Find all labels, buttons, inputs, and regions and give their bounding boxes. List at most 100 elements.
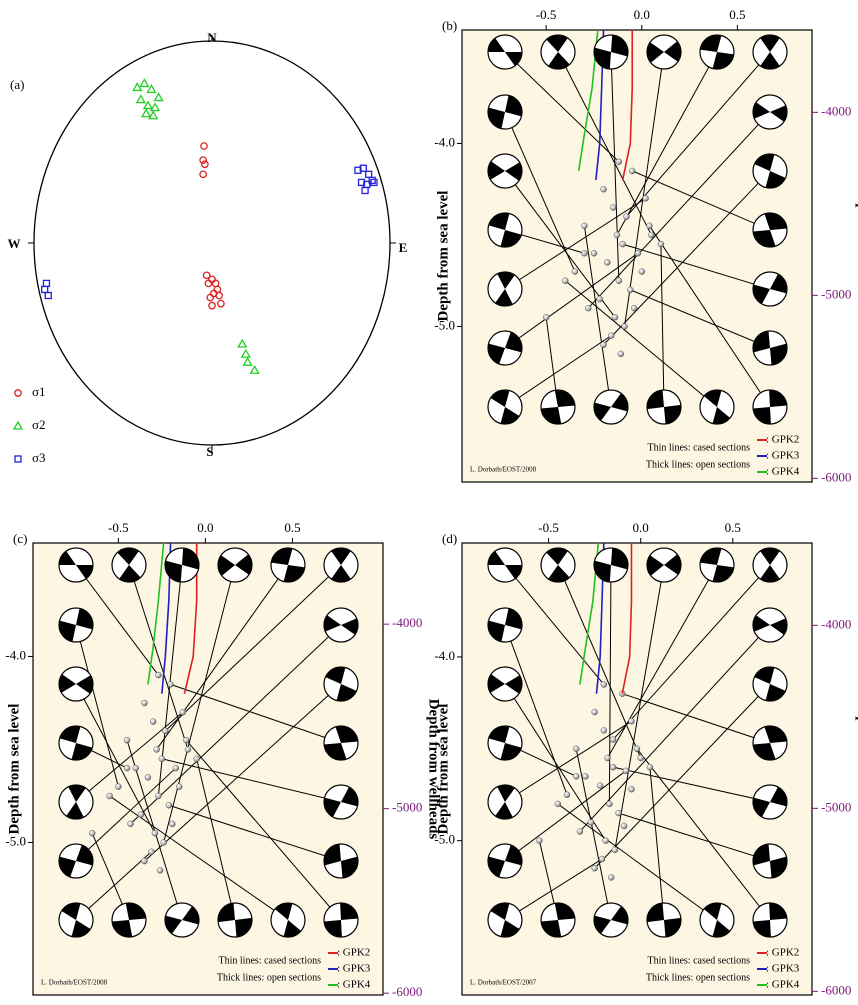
connector [504,770,627,862]
event [573,773,580,780]
legend-label: : GPK3 [337,963,371,975]
y2-tick-label: -6000 [392,984,422,999]
well-track [147,542,165,685]
note: Thin lines: cased sections [648,955,751,966]
y-tick-label: -5.0 [5,833,26,848]
event [156,867,164,874]
point [142,100,154,110]
event [615,809,622,817]
legend-label: : GPK4 [766,466,800,478]
connector [612,766,771,803]
connector [557,803,718,921]
connector [622,243,771,290]
point [146,84,157,94]
y-axis-title: Depth from sea level [435,191,451,322]
connector [75,564,159,676]
legend-label: σ2 [32,417,46,432]
event [155,671,162,679]
event [619,240,626,248]
beachball-quadrant [490,390,520,425]
beachball-quadrant [754,153,786,189]
beachball-quadrant [753,390,787,424]
direction-label: E [399,240,408,255]
beachball-quadrant [594,548,628,582]
x-tick-label: 0.5 [284,520,300,535]
event [613,231,621,239]
beachball-quadrant [164,548,200,582]
event [609,204,617,211]
event [600,681,608,688]
beachball-quadrant [495,785,515,820]
beachball-quadrant [59,726,93,760]
panel-label: (c) [13,531,27,546]
event [573,745,580,752]
connector [504,683,607,841]
event [169,820,176,828]
point [199,170,207,179]
legend-label: : GPK2 [766,947,799,959]
connector [603,170,771,346]
connector [622,693,771,744]
credit: L. Dorbath/EOST/2008 [41,979,108,987]
point [135,94,146,104]
event [160,839,167,846]
event [123,736,131,744]
beachball-quadrant [218,554,252,576]
beachball-quadrant [646,554,681,576]
event [183,736,190,744]
x-tick-label: 0.0 [633,520,649,535]
point [44,291,52,300]
event [628,786,635,793]
beachball-quadrant [58,845,93,877]
event [609,736,617,743]
event [591,708,598,716]
beachball-quadrant [488,95,522,129]
panel: (d) -0.5 0.0 0.5 -4.0 -5.0 -4000 -5000 -6000 Dept… [434,520,858,997]
point [200,142,208,150]
event [141,857,148,865]
event [598,855,606,863]
event [144,774,152,781]
connector [504,252,639,349]
beachball-quadrant [324,726,358,760]
point [149,102,161,112]
beachball-quadrant [66,785,86,820]
panel: (c) -0.5 0.0 0.5 -4.0 -5.0 -4000 -5000 -6000 Dept… [5,520,441,999]
connector [583,225,612,408]
event [172,764,179,772]
beachball [752,547,788,583]
beachball-quadrant [487,845,522,877]
beachball-quadrant [112,903,146,937]
credit: L. Dorbath/EOST/2008 [470,466,537,474]
beachball-quadrant [753,102,788,122]
x-tick-label: -0.5 [538,520,559,535]
connector [504,624,568,795]
event [621,323,628,330]
point [237,338,248,348]
beachball-quadrant [760,35,780,69]
well-track [577,29,599,172]
event [141,699,148,707]
beachball-quadrant [488,38,522,66]
note: Thick lines: open sections [217,972,321,983]
point [354,166,362,174]
point [368,176,376,185]
point [201,160,209,169]
note: Thick lines: open sections [646,972,750,983]
beachball-quadrant [546,34,570,69]
connector [144,683,342,862]
legend-label: : GPK3 [766,963,800,975]
connector [170,683,342,744]
beachball-quadrant [754,667,786,701]
beachball-quadrant [324,786,359,818]
legend-label: : GPK4 [337,979,371,991]
beachball [111,547,147,583]
point [249,364,260,374]
event [554,800,561,808]
y-tick-label: -5.0 [434,832,455,847]
event [608,874,615,881]
beachball-quadrant [594,393,628,421]
well-track [621,543,633,694]
connector [649,225,771,408]
